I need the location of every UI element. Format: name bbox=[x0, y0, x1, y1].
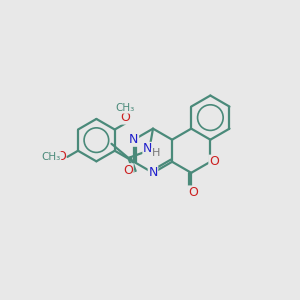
Text: CH₃: CH₃ bbox=[116, 103, 135, 113]
Text: H: H bbox=[152, 148, 160, 158]
Text: N: N bbox=[148, 166, 158, 179]
Text: O: O bbox=[121, 111, 130, 124]
Text: O: O bbox=[188, 186, 198, 199]
Text: O: O bbox=[209, 155, 219, 168]
Text: CH₃: CH₃ bbox=[41, 152, 61, 162]
Text: N: N bbox=[129, 133, 139, 146]
Text: O: O bbox=[123, 164, 133, 177]
Text: O: O bbox=[56, 150, 66, 164]
Text: N: N bbox=[143, 142, 152, 155]
